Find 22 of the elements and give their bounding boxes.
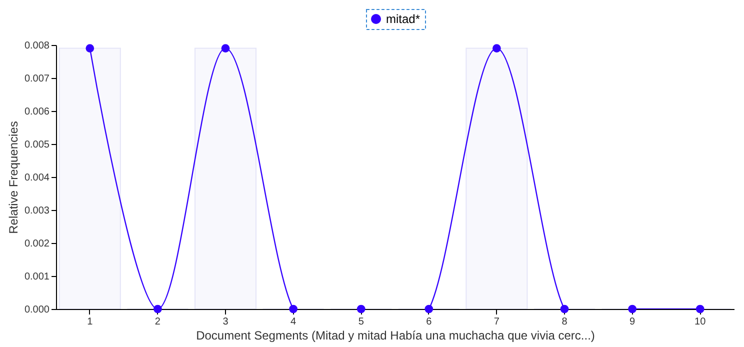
x-tick-label: 4 bbox=[290, 316, 297, 328]
x-tick-label: 7 bbox=[494, 316, 500, 328]
y-axis-title: Relative Frequencies bbox=[6, 121, 20, 234]
x-tick-label: 6 bbox=[426, 316, 432, 328]
y-tick-label: 0.006 bbox=[24, 106, 50, 118]
legend-label: mitad* bbox=[386, 12, 420, 26]
x-tick-label: 8 bbox=[562, 316, 568, 328]
y-tick-label: 0.002 bbox=[24, 238, 50, 250]
x-tick-label: 2 bbox=[154, 316, 161, 328]
y-tick-label: 0.003 bbox=[24, 206, 50, 216]
y-tick-label: 0.001 bbox=[24, 272, 50, 282]
y-tick-label: 0.007 bbox=[24, 74, 50, 84]
x-tick-label: 10 bbox=[694, 316, 706, 328]
x-tick-label: 3 bbox=[222, 316, 229, 328]
y-tick-label: 0.005 bbox=[24, 140, 50, 150]
x-tick-label: 9 bbox=[630, 316, 636, 328]
y-tick-label: 0.008 bbox=[24, 40, 50, 52]
x-axis-title: Document Segments (Mitad y mitad Había una muchacha que vivia cerc...) bbox=[196, 328, 595, 342]
y-tick-label: 0.000 bbox=[24, 304, 50, 316]
x-tick-label: 1 bbox=[87, 316, 94, 328]
x-tick-label: 5 bbox=[358, 316, 364, 328]
y-tick-label: 0.004 bbox=[24, 172, 50, 184]
